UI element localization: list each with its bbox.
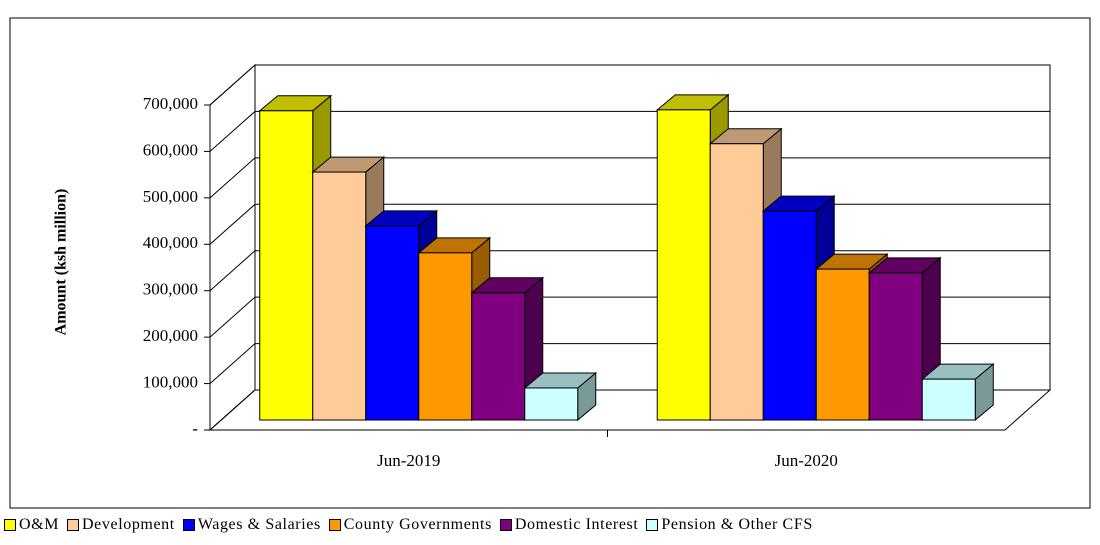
legend: O&M Development Wages & Salaries County Gov… — [4, 516, 813, 534]
y-tick-label: 300,000 — [143, 280, 198, 299]
chart-frame — [9, 17, 1091, 509]
side-wall — [209, 63, 256, 432]
legend-swatch — [67, 519, 80, 531]
y-tick-label: 400,000 — [143, 233, 198, 252]
y-tick-label: 600,000 — [143, 140, 198, 159]
legend-label: County Governments — [343, 516, 492, 533]
legend-item: County Governments — [328, 516, 492, 534]
bar — [868, 272, 923, 421]
legend-label: Domestic Interest — [514, 516, 639, 533]
legend-swatch — [182, 519, 195, 531]
bar — [921, 378, 976, 421]
y-axis-label: Amount (ksh million) — [53, 189, 70, 336]
y-tick-label: 700,000 — [143, 94, 198, 113]
bar — [656, 109, 711, 421]
grid-line — [209, 157, 1050, 199]
bar — [418, 252, 473, 421]
legend-label: Wages & Salaries — [197, 516, 321, 533]
bar — [259, 110, 314, 421]
legend-item: Development — [67, 516, 175, 534]
x-tick-label: Jun-2020 — [775, 451, 838, 470]
legend-swatch — [4, 519, 16, 531]
y-tick-label: - — [192, 419, 198, 438]
bar — [365, 225, 420, 421]
legend-swatch — [499, 519, 512, 531]
legend-item: Domestic Interest — [499, 516, 639, 534]
legend-swatch — [328, 519, 341, 531]
legend-item: O&M — [4, 516, 59, 534]
bar — [471, 292, 526, 421]
legend-item: Wages & Salaries — [182, 516, 321, 534]
x-tick-label: Jun-2019 — [377, 451, 440, 470]
bar — [709, 143, 764, 421]
bar — [312, 171, 367, 421]
bar — [524, 387, 579, 421]
legend-label: O&M — [19, 516, 60, 533]
grid-line — [209, 64, 1050, 106]
legend-label: Pension & Other CFS — [661, 516, 813, 533]
legend-item: Pension & Other CFS — [646, 516, 812, 534]
bar — [815, 268, 870, 421]
y-tick-label: 500,000 — [143, 187, 198, 206]
bar — [762, 210, 817, 421]
legend-label: Development — [82, 516, 175, 533]
grid-line — [209, 110, 1050, 152]
y-tick-label: 200,000 — [143, 326, 198, 345]
y-tick-label: 100,000 — [143, 372, 198, 391]
legend-swatch — [646, 519, 659, 531]
